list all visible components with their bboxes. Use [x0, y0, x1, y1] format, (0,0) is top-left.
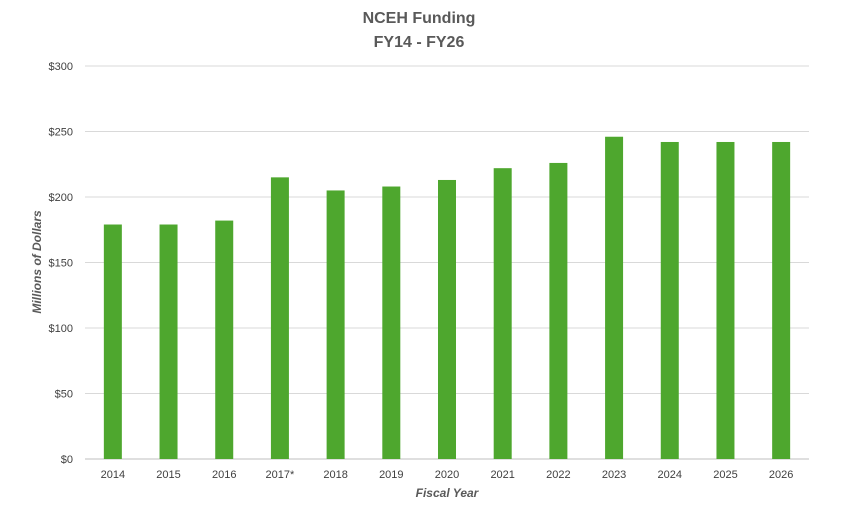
x-tick-label: 2015 — [156, 469, 180, 481]
y-tick-label: $50 — [55, 389, 73, 401]
bar-2018 — [326, 190, 345, 459]
bar-2023 — [605, 136, 624, 460]
x-tick-label: 2017* — [266, 469, 295, 481]
chart-subtitle: FY14 - FY26 — [374, 34, 465, 51]
x-tick-label: 2023 — [602, 469, 626, 481]
y-tick-label: $0 — [61, 454, 73, 466]
x-tick-label: 2019 — [379, 469, 403, 481]
bar-2026 — [772, 141, 791, 460]
x-tick-label: 2022 — [546, 469, 570, 481]
x-tick-label: 2021 — [490, 469, 514, 481]
y-tick-label: $300 — [49, 61, 73, 73]
x-tick-label: 2026 — [769, 469, 793, 481]
bar-2015 — [159, 224, 178, 459]
bar-2019 — [382, 186, 401, 459]
y-axis-ticks: $0 $50 $100 $150 $200 $250 $300 — [49, 61, 73, 466]
x-tick-label: 2018 — [323, 469, 347, 481]
x-axis-ticks: 2014 2015 2016 2017* 2018 2019 2020 2021 2022 202… — [101, 469, 794, 481]
x-tick-label: 2025 — [713, 469, 737, 481]
y-tick-label: $150 — [49, 258, 73, 270]
x-tick-label: 2020 — [435, 469, 459, 481]
chart-title: NCEH Funding — [363, 10, 476, 27]
x-tick-label: 2014 — [101, 469, 125, 481]
y-axis-title: Millions of Dollars — [30, 210, 44, 314]
bar-2020 — [438, 179, 456, 459]
bar-2024 — [660, 141, 679, 460]
x-tick-label: 2024 — [658, 469, 682, 481]
bar-2017 — [270, 177, 289, 459]
bar-2021 — [493, 168, 512, 459]
bars — [103, 136, 791, 460]
y-tick-label: $200 — [49, 192, 73, 204]
bar-2025 — [716, 141, 735, 460]
y-tick-label: $100 — [49, 323, 73, 335]
bar-2014 — [103, 224, 122, 459]
x-axis-title: Fiscal Year — [416, 486, 480, 500]
x-tick-label: 2016 — [212, 469, 236, 481]
bar-2016 — [215, 220, 234, 459]
bar-2022 — [549, 162, 568, 459]
y-tick-label: $250 — [49, 127, 73, 139]
